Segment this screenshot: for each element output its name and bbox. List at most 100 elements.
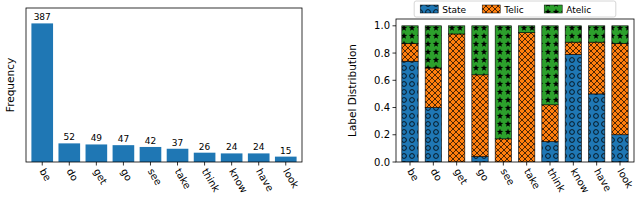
data-label: 49: [91, 133, 103, 143]
y-tick: [393, 134, 397, 135]
data-label: 47: [118, 134, 129, 144]
y-tick: [393, 25, 397, 26]
x-tick: [150, 162, 151, 166]
x-tick: [285, 162, 286, 166]
x-tick: [550, 162, 551, 166]
legend-label: Telic: [503, 5, 524, 15]
bar: [612, 44, 628, 135]
legend-swatch: [482, 5, 500, 13]
data-label: 52: [64, 132, 75, 142]
bar: [31, 23, 53, 162]
bar: [402, 61, 418, 162]
bar: [495, 26, 511, 139]
y-tick: [393, 53, 397, 54]
plot-area: [31, 23, 296, 162]
x-tick: [480, 162, 481, 166]
bar: [589, 26, 605, 42]
x-tick-label: see: [499, 167, 517, 188]
bar: [589, 94, 605, 162]
bar: [194, 153, 216, 162]
x-tick: [433, 162, 434, 166]
x-tick: [573, 162, 574, 166]
x-tick: [123, 162, 124, 166]
legend-swatch: [544, 5, 562, 13]
x-tick-label: be: [38, 167, 54, 183]
x-tick: [258, 162, 259, 166]
x-tick-label: do: [429, 167, 445, 183]
x-tick: [503, 162, 504, 166]
data-label: 15: [280, 146, 291, 156]
x-tick: [231, 162, 232, 166]
bar: [113, 145, 135, 162]
chart: 387524947423726242415bedogetgoseetakethi…: [4, 8, 302, 195]
x-tick-label: look: [281, 167, 301, 191]
x-tick-label: see: [146, 167, 164, 188]
y-tick-label: 1.0: [374, 20, 390, 31]
bar: [565, 42, 581, 54]
y-tick: [393, 80, 397, 81]
y-tick: [393, 107, 397, 108]
x-tick-label: be: [405, 167, 421, 183]
x-tick-label: look: [615, 167, 635, 191]
bar: [275, 157, 297, 162]
bar: [612, 26, 628, 44]
bar: [425, 108, 441, 162]
bar: [542, 26, 558, 105]
bar: [86, 144, 108, 162]
x-tick: [596, 162, 597, 166]
bar: [248, 153, 270, 162]
y-tick-label: 0.0: [374, 157, 390, 168]
plot-area: [402, 26, 628, 162]
y-axis-label: Label Distribution: [346, 44, 358, 137]
legend-label: State: [442, 5, 466, 15]
legend-box: [414, 1, 616, 17]
bar: [472, 26, 488, 75]
bar: [425, 26, 441, 68]
y-tick-label: 0.4: [374, 102, 390, 113]
data-label: 24: [253, 142, 265, 152]
x-tick: [620, 162, 621, 166]
legend: StateTelicAtelic: [414, 1, 616, 17]
x-tick-label: have: [592, 167, 614, 194]
legend-swatch: [420, 5, 438, 13]
data-label: 387: [34, 12, 51, 22]
x-tick-label: have: [254, 167, 276, 194]
bar: [542, 142, 558, 162]
x-tick-label: know: [569, 167, 592, 195]
x-tick-label: get: [452, 167, 470, 187]
bar: [140, 147, 162, 162]
bar: [565, 54, 581, 162]
bar: [402, 26, 418, 44]
data-label: 42: [145, 136, 156, 146]
x-tick: [410, 162, 411, 166]
bar: [472, 75, 488, 157]
data-label: 26: [199, 142, 211, 152]
frame: [396, 19, 634, 162]
bar: [495, 139, 511, 162]
figure: 387524947423726242415bedogetgoseetakethi…: [0, 0, 640, 203]
bar: [58, 143, 80, 162]
x-tick: [96, 162, 97, 166]
bar: [519, 33, 535, 162]
bar: [425, 68, 441, 107]
x-tick: [69, 162, 70, 166]
y-tick-label: 0.6: [374, 75, 390, 86]
bar: [167, 149, 189, 162]
x-tick: [456, 162, 457, 166]
bar: [519, 26, 535, 33]
x-tick: [204, 162, 205, 166]
x-tick-label: think: [200, 167, 222, 194]
x-tick: [526, 162, 527, 166]
data-label: 37: [172, 138, 183, 148]
x-tick-label: think: [545, 167, 567, 194]
bar: [612, 135, 628, 162]
x-tick-label: get: [92, 167, 110, 187]
x-tick-label: take: [522, 167, 542, 191]
bar: [449, 34, 465, 162]
x-tick-label: go: [475, 167, 491, 183]
x-tick: [42, 162, 43, 166]
bar: [542, 105, 558, 142]
bar: [589, 42, 605, 94]
y-axis-label: Frequency: [4, 58, 16, 112]
bar: [449, 26, 465, 34]
